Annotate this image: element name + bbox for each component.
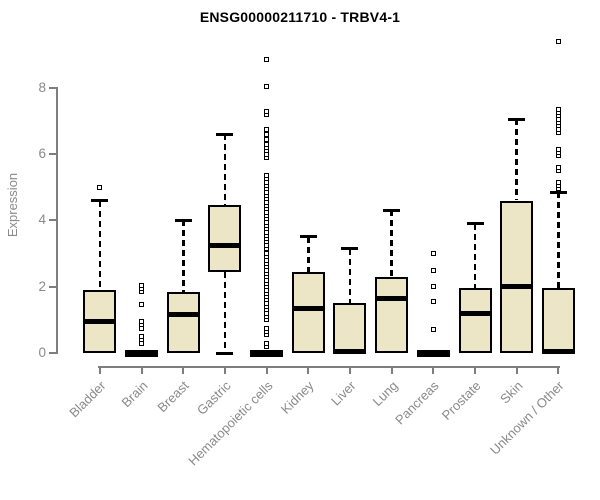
y-axis-line — [56, 86, 58, 354]
whisker-high-lung — [390, 210, 393, 277]
box-unknown-other — [541, 288, 575, 353]
x-tick-mark — [557, 366, 560, 374]
outlier-unknown-other — [555, 38, 561, 44]
x-axis-line — [98, 366, 560, 368]
y-tick-mark — [49, 285, 56, 288]
whisker-high-skin — [515, 119, 518, 201]
outlier-pancreas — [430, 251, 436, 257]
median-gastric — [208, 242, 242, 248]
x-tick-mark — [140, 366, 143, 374]
y-tick-label: 4 — [38, 212, 46, 228]
box-gastric — [208, 205, 242, 272]
y-tick-label: 8 — [38, 79, 46, 95]
box-prostate — [458, 288, 492, 353]
outlier-hematopoietic-cells — [264, 141, 270, 147]
x-tick-mark — [474, 366, 477, 374]
outlier-pancreas — [430, 267, 436, 273]
median-unknown-other — [541, 348, 575, 354]
box-kidney — [291, 271, 325, 353]
x-tick-mark — [390, 366, 393, 374]
whisker-cap-high-prostate — [466, 222, 484, 226]
outlier-pancreas — [430, 327, 436, 333]
median-kidney — [291, 305, 325, 311]
collapsed-box-hematopoietic-cells — [250, 349, 284, 357]
whisker-cap-high-gastric — [216, 132, 234, 136]
y-tick-mark — [49, 219, 56, 222]
box-breast — [166, 291, 200, 353]
y-tick-label: 2 — [38, 278, 46, 294]
whisker-cap-high-skin — [508, 117, 526, 121]
whisker-cap-high-unknown-other — [549, 190, 567, 194]
whisker-high-kidney — [307, 236, 310, 272]
y-tick-mark — [49, 352, 56, 354]
collapsed-box-pancreas — [416, 349, 450, 357]
box-liver — [333, 303, 367, 353]
median-liver — [333, 348, 367, 354]
x-tick-mark — [515, 366, 518, 374]
whisker-low-gastric — [223, 271, 227, 353]
median-breast — [166, 312, 200, 318]
outlier-hematopoietic-cells — [264, 126, 270, 132]
median-bladder — [83, 319, 117, 324]
y-tick-mark — [49, 86, 56, 89]
outlier-hematopoietic-cells — [264, 173, 270, 179]
y-tick-label: 0 — [38, 345, 46, 360]
x-tick-mark — [348, 366, 351, 374]
outlier-unknown-other — [555, 179, 561, 185]
outlier-hematopoietic-cells — [264, 108, 270, 114]
whisker-cap-high-kidney — [299, 235, 317, 239]
outlier-brain — [139, 282, 145, 288]
x-tick-mark — [432, 366, 435, 374]
outlier-unknown-other — [555, 164, 561, 170]
outlier-hematopoietic-cells — [264, 136, 270, 142]
box-lung — [375, 276, 409, 353]
whisker-high-unknown-other — [557, 192, 560, 289]
whisker-high-bladder — [98, 200, 102, 290]
outlier-bladder — [97, 184, 103, 190]
whisker-high-gastric — [223, 134, 227, 206]
chart-title: ENSG00000211710 - TRBV4-1 — [199, 9, 401, 25]
outlier-hematopoietic-cells — [264, 251, 270, 257]
whisker-high-liver — [348, 248, 352, 304]
x-tick-mark — [307, 366, 310, 374]
outlier-brain — [139, 333, 145, 339]
outlier-unknown-other — [555, 146, 561, 152]
y-tick-label: 6 — [38, 146, 46, 162]
whisker-high-prostate — [473, 223, 477, 289]
outlier-brain — [139, 319, 145, 324]
x-tick-mark — [265, 366, 268, 374]
median-skin — [500, 284, 534, 290]
median-prostate — [458, 310, 492, 316]
whisker-cap-high-breast — [174, 218, 192, 222]
outlier-hematopoietic-cells — [264, 83, 270, 89]
box-skin — [500, 200, 534, 353]
outlier-hematopoietic-cells — [264, 340, 270, 346]
outlier-brain — [139, 302, 145, 308]
outlier-hematopoietic-cells — [264, 57, 270, 63]
whisker-cap-high-liver — [341, 247, 359, 251]
outlier-hematopoietic-cells — [264, 131, 270, 137]
outlier-pancreas — [430, 284, 436, 290]
x-tick-mark — [182, 366, 185, 374]
collapsed-box-brain — [125, 349, 159, 357]
y-tick-mark — [49, 153, 56, 156]
x-tick-mark — [223, 366, 226, 374]
x-tick-mark — [98, 366, 101, 374]
whisker-high-breast — [182, 220, 185, 292]
outlier-unknown-other — [555, 106, 561, 112]
outlier-pancreas — [430, 299, 436, 305]
outlier-hematopoietic-cells — [264, 325, 270, 331]
median-lung — [375, 295, 409, 301]
whisker-cap-high-bladder — [91, 199, 109, 202]
whisker-cap-high-lung — [383, 208, 401, 212]
whisker-cap-low-gastric — [216, 351, 234, 355]
